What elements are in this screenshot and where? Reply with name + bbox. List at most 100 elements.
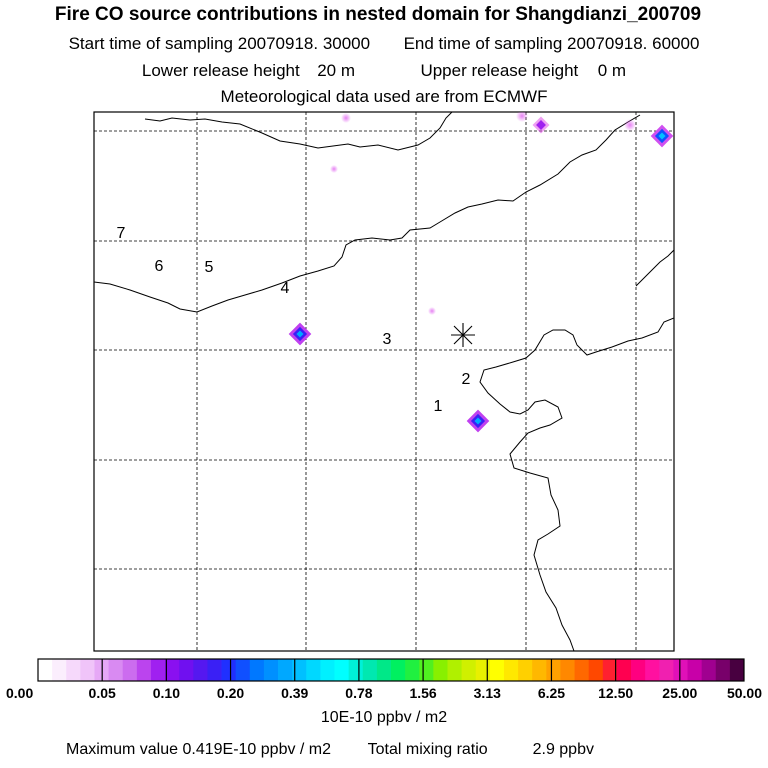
colorbar-cell xyxy=(179,659,194,681)
colorbar-cell xyxy=(461,659,477,681)
grid-lines xyxy=(94,112,674,651)
total-mixing-value: 2.9 ppbv xyxy=(532,741,594,758)
colorbar-cell xyxy=(546,659,561,681)
total-mixing-label: Total mixing ratio xyxy=(367,741,488,758)
colorbar-cell xyxy=(588,659,604,681)
colorbar-tick-label: 0.00 xyxy=(6,685,33,701)
lower-release-value: 20 m xyxy=(317,61,355,80)
map-label-1: 1 xyxy=(434,398,443,415)
colorbar-cell xyxy=(66,659,81,681)
map-label-6: 6 xyxy=(155,258,164,275)
colorbar-cell xyxy=(560,659,575,681)
colorbar-cell xyxy=(292,659,307,681)
end-time-value: 20070918. 60000 xyxy=(567,34,700,53)
map-label-4: 4 xyxy=(281,280,290,297)
colorbar-cell xyxy=(108,659,124,681)
colorbar-cell xyxy=(249,659,265,681)
colorbar-cell xyxy=(532,659,547,681)
map-frame xyxy=(93,111,675,652)
lower-release-label: Lower release height xyxy=(141,61,300,80)
colorbar-cell xyxy=(263,659,279,681)
colorbar-cell xyxy=(38,659,53,681)
colorbar-cell xyxy=(165,659,180,681)
colorbar-cell xyxy=(631,659,646,681)
colorbar-cell xyxy=(616,659,632,681)
colorbar-cell xyxy=(433,659,448,681)
colorbar-cell xyxy=(136,659,152,681)
colorbar-cell xyxy=(574,659,590,681)
colorbar-cell xyxy=(52,659,67,681)
start-time-label: Start time of sampling xyxy=(68,34,233,53)
max-value: 0.419E-10 ppbv / m2 xyxy=(182,741,332,758)
upper-release-label: Upper release height xyxy=(420,61,579,80)
colorbar-cell xyxy=(475,659,491,681)
border-line-north xyxy=(144,112,453,151)
colorbar-tick-label: 6.25 xyxy=(538,685,565,701)
colorbar-cell xyxy=(80,659,95,681)
colorbar-cell xyxy=(207,659,222,681)
colorbar-cell xyxy=(362,659,378,681)
release-line: Lower release height 20 m Upper release … xyxy=(0,61,768,81)
upper-release-value: 0 m xyxy=(597,61,627,80)
coastline xyxy=(479,317,674,651)
colorbar-tick-label: 0.39 xyxy=(281,685,308,701)
colorbar-cell xyxy=(701,659,717,681)
distance-labels: 7 6 5 4 3 2 1 xyxy=(117,225,471,415)
colorbar-cell xyxy=(447,659,462,681)
colorbar-cell xyxy=(687,659,703,681)
colorbar-cell xyxy=(673,659,688,681)
colorbar-ticks xyxy=(101,659,681,681)
colorbar-cell xyxy=(150,659,166,681)
colorbar-cell xyxy=(306,659,321,681)
colorbar-cell xyxy=(715,659,731,681)
colorbar-cell xyxy=(122,659,138,681)
colorbar-tick-label: 1.56 xyxy=(409,685,436,701)
colorbar-cell xyxy=(193,659,208,681)
colorbar-cell xyxy=(518,659,533,681)
colorbar-tick-label: 0.78 xyxy=(345,685,372,701)
map-label-3: 3 xyxy=(383,331,392,348)
colorbar-cell xyxy=(334,659,350,681)
colorbar-cell xyxy=(320,659,335,681)
colorbar-cell xyxy=(729,659,745,681)
colorbar-tick-labels: 0.00 0.05 0.10 0.20 0.39 0.78 1.56 3.13 6.25 12.5… xyxy=(6,685,762,701)
colorbar-cell xyxy=(405,659,420,681)
map-title: Fire CO source contributions in nested d… xyxy=(54,4,702,25)
colorbar-tick-label: 0.10 xyxy=(153,685,180,701)
colorbar-cell xyxy=(659,659,674,681)
colorbar-tick-label: 25.00 xyxy=(662,685,697,701)
map-label-7: 7 xyxy=(117,225,126,242)
colorbar-tick-label: 3.13 xyxy=(474,685,501,701)
footer-stats: Maximum value 0.419E-10 ppbv / m2 Total … xyxy=(66,741,594,759)
coastline-fragment-east xyxy=(635,249,674,287)
map-label-2: 2 xyxy=(462,371,471,388)
sampling-line: Start time of sampling 20070918. 30000 E… xyxy=(0,34,768,54)
colorbar-cell xyxy=(489,659,505,681)
colorbar-cell xyxy=(278,659,293,681)
colorbar-cell xyxy=(645,659,660,681)
colorbar-cells xyxy=(38,659,745,681)
colorbar-tick-label: 50.00 xyxy=(727,685,762,701)
max-value-label: Maximum value xyxy=(66,741,179,758)
colorbar-cell xyxy=(503,659,519,681)
end-time-label: End time of sampling xyxy=(403,34,563,53)
colorbar-cell xyxy=(376,659,392,681)
colorbar-unit: 10E-10 ppbv / m2 xyxy=(320,709,448,726)
colorbar-tick-label: 12.50 xyxy=(598,685,633,701)
colorbar-cell xyxy=(348,659,364,681)
met-data-note: Meteorological data used are from ECMWF xyxy=(220,87,548,106)
colorbar-cell xyxy=(419,659,434,681)
colorbar-tick-label: 0.05 xyxy=(89,685,116,701)
colorbar-cell xyxy=(602,659,618,681)
border-line-south xyxy=(94,114,641,313)
colorbar-cell xyxy=(235,659,251,681)
start-time-value: 20070918. 30000 xyxy=(237,34,371,53)
colorbar-outline xyxy=(37,658,745,682)
map-label-5: 5 xyxy=(205,259,214,276)
receptor-site-marker xyxy=(451,323,475,347)
colorbar-tick-label: 0.20 xyxy=(217,685,244,701)
colorbar-cell xyxy=(391,659,406,681)
colorbar-cell xyxy=(221,659,237,681)
